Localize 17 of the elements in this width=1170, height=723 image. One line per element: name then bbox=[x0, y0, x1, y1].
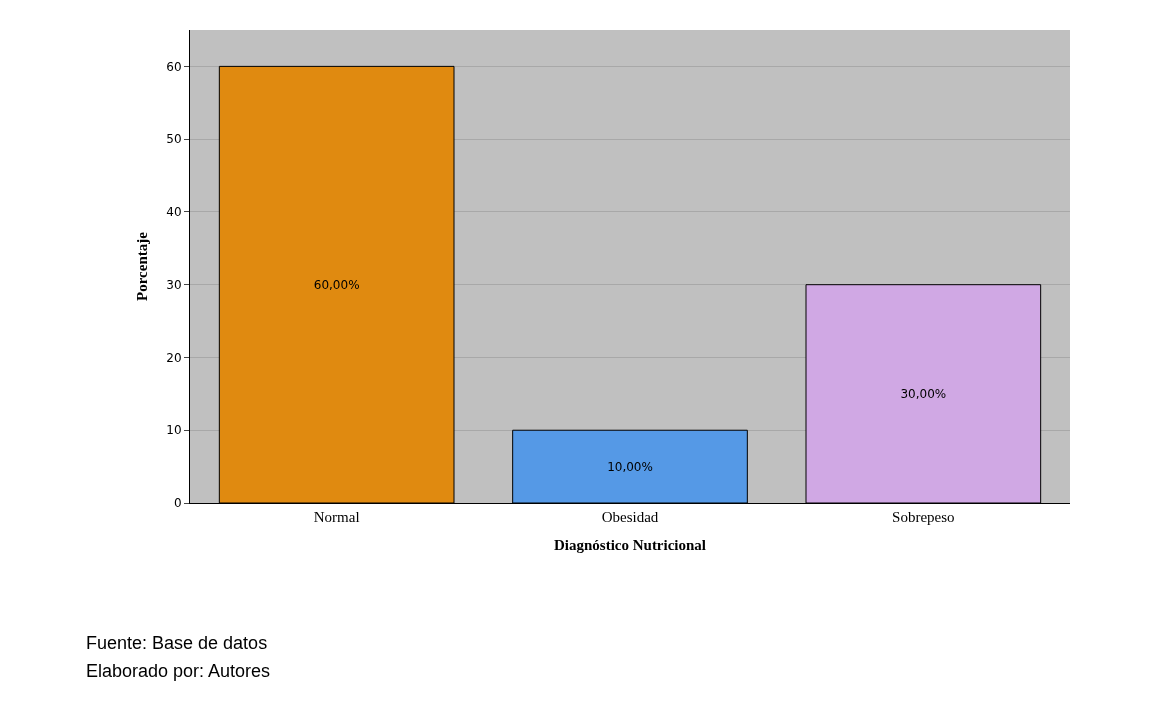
source-note: Fuente: Base de datos bbox=[86, 633, 268, 653]
text: Elaborado por: Autores bbox=[86, 661, 271, 681]
data-label: 30,00% bbox=[900, 386, 947, 401]
y-tick-label: 50 bbox=[166, 132, 182, 147]
y-tick-label: 60 bbox=[166, 59, 182, 74]
x-tick-label: Sobrepeso bbox=[892, 509, 955, 525]
y-axis-title: Porcentaje bbox=[133, 231, 150, 301]
y-tick-label: 40 bbox=[166, 205, 182, 220]
data-label: 10,00% bbox=[607, 459, 653, 474]
y-tick-label: 20 bbox=[166, 350, 182, 365]
x-axis-title: Diagnóstico Nutricional bbox=[553, 537, 707, 553]
x-tick-label: Obesidad bbox=[601, 509, 659, 525]
y-tick-label: 0 bbox=[173, 496, 182, 511]
data-label: 60,00% bbox=[313, 277, 360, 292]
x-tick-label: Normal bbox=[313, 509, 360, 525]
y-tick-label: 30 bbox=[166, 277, 182, 292]
y-tick-label: 10 bbox=[166, 423, 182, 438]
